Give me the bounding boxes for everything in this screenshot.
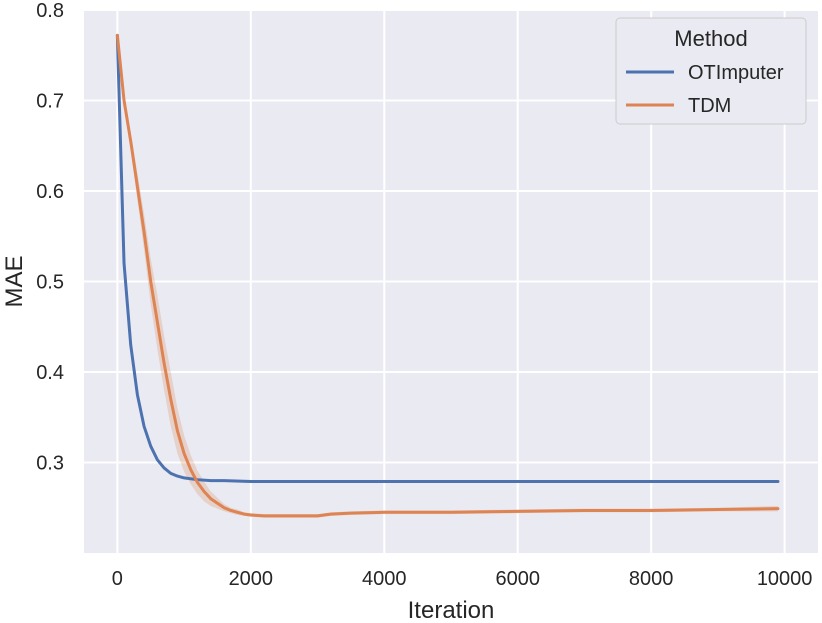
legend-label-tdm: TDM bbox=[688, 95, 731, 117]
y-tick-label: 0.7 bbox=[36, 91, 64, 113]
legend-title: Method bbox=[674, 26, 747, 51]
legend-box bbox=[615, 17, 807, 125]
x-tick-label: 10000 bbox=[757, 568, 813, 590]
y-tick-label: 0.8 bbox=[36, 0, 64, 22]
y-axis-title: MAE bbox=[1, 255, 28, 307]
y-tick-label: 0.4 bbox=[36, 362, 64, 384]
x-tick-label: 6000 bbox=[495, 568, 540, 590]
confidence-band-tdm bbox=[117, 35, 778, 518]
y-tick-label: 0.5 bbox=[36, 272, 64, 294]
x-tick-label: 0 bbox=[112, 568, 123, 590]
confidence-bands bbox=[117, 35, 778, 518]
x-tick-label: 2000 bbox=[229, 568, 274, 590]
tick-labels: 0 2000 4000 6000 8000 10000 0.3 0.4 0.5 0.6 0.7 0.8 bbox=[36, 0, 812, 590]
y-tick-label: 0.6 bbox=[36, 181, 64, 203]
x-tick-label: 8000 bbox=[629, 568, 674, 590]
legend: Method OTImputer TDM bbox=[615, 17, 807, 125]
legend-label-otimputer: OTImputer bbox=[688, 62, 784, 84]
series-line-tdm bbox=[115, 33, 780, 518]
x-tick-label: 4000 bbox=[362, 568, 407, 590]
y-tick-label: 0.3 bbox=[36, 453, 64, 475]
series-lines bbox=[115, 33, 780, 518]
x-axis-title: Iteration bbox=[408, 597, 495, 623]
